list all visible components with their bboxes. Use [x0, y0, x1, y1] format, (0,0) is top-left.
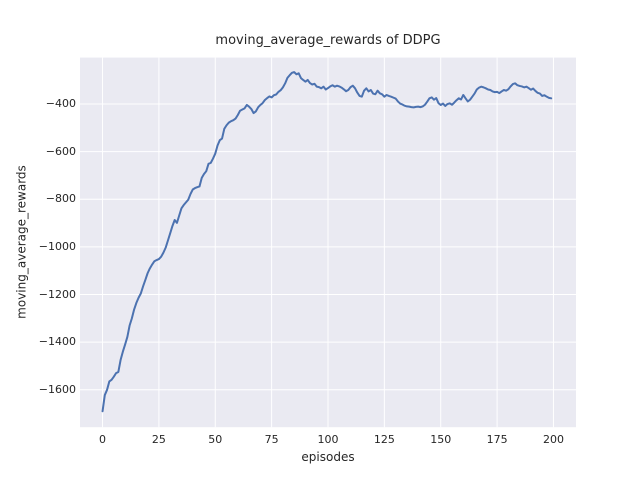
x-tick-label: 0	[99, 433, 107, 446]
y-tick-label: −1200	[38, 287, 76, 301]
y-tick-label: −400	[45, 97, 76, 111]
x-axis-label: episodes	[301, 450, 355, 464]
x-tick-label: 50	[208, 433, 223, 446]
y-tick-label: −800	[45, 192, 76, 206]
y-tick-label: −1600	[38, 382, 76, 396]
x-tick-label: 200	[542, 433, 564, 446]
y-tick-label: −600	[45, 144, 76, 158]
x-tick-label: 100	[317, 433, 339, 446]
x-tick-label: 125	[373, 433, 395, 446]
x-tick-label: 175	[486, 433, 508, 446]
x-tick-label: 75	[264, 433, 279, 446]
y-tick-label: −1000	[38, 239, 76, 253]
chart-title: moving_average_rewards of DDPG	[215, 33, 441, 48]
series-line-moving_average_rewards	[101, 71, 553, 413]
y-tick-label: −1400	[38, 335, 76, 349]
x-tick-label: 25	[151, 433, 166, 446]
x-tick-label: 150	[430, 433, 452, 446]
